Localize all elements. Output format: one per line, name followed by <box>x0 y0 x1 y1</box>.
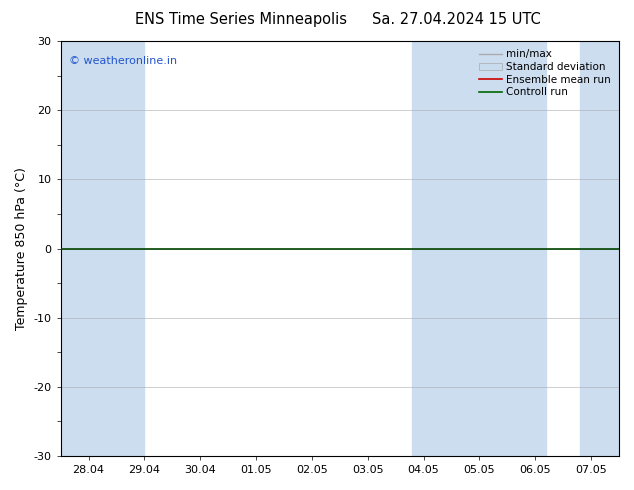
Bar <box>413 41 547 456</box>
Bar <box>580 41 619 456</box>
Y-axis label: Temperature 850 hPa (°C): Temperature 850 hPa (°C) <box>15 167 28 330</box>
Legend: min/max, Standard deviation, Ensemble mean run, Controll run: min/max, Standard deviation, Ensemble me… <box>476 46 614 100</box>
Text: Sa. 27.04.2024 15 UTC: Sa. 27.04.2024 15 UTC <box>372 12 541 27</box>
Bar <box>61 41 145 456</box>
Text: ENS Time Series Minneapolis: ENS Time Series Minneapolis <box>135 12 347 27</box>
Text: © weatheronline.in: © weatheronline.in <box>69 55 178 66</box>
